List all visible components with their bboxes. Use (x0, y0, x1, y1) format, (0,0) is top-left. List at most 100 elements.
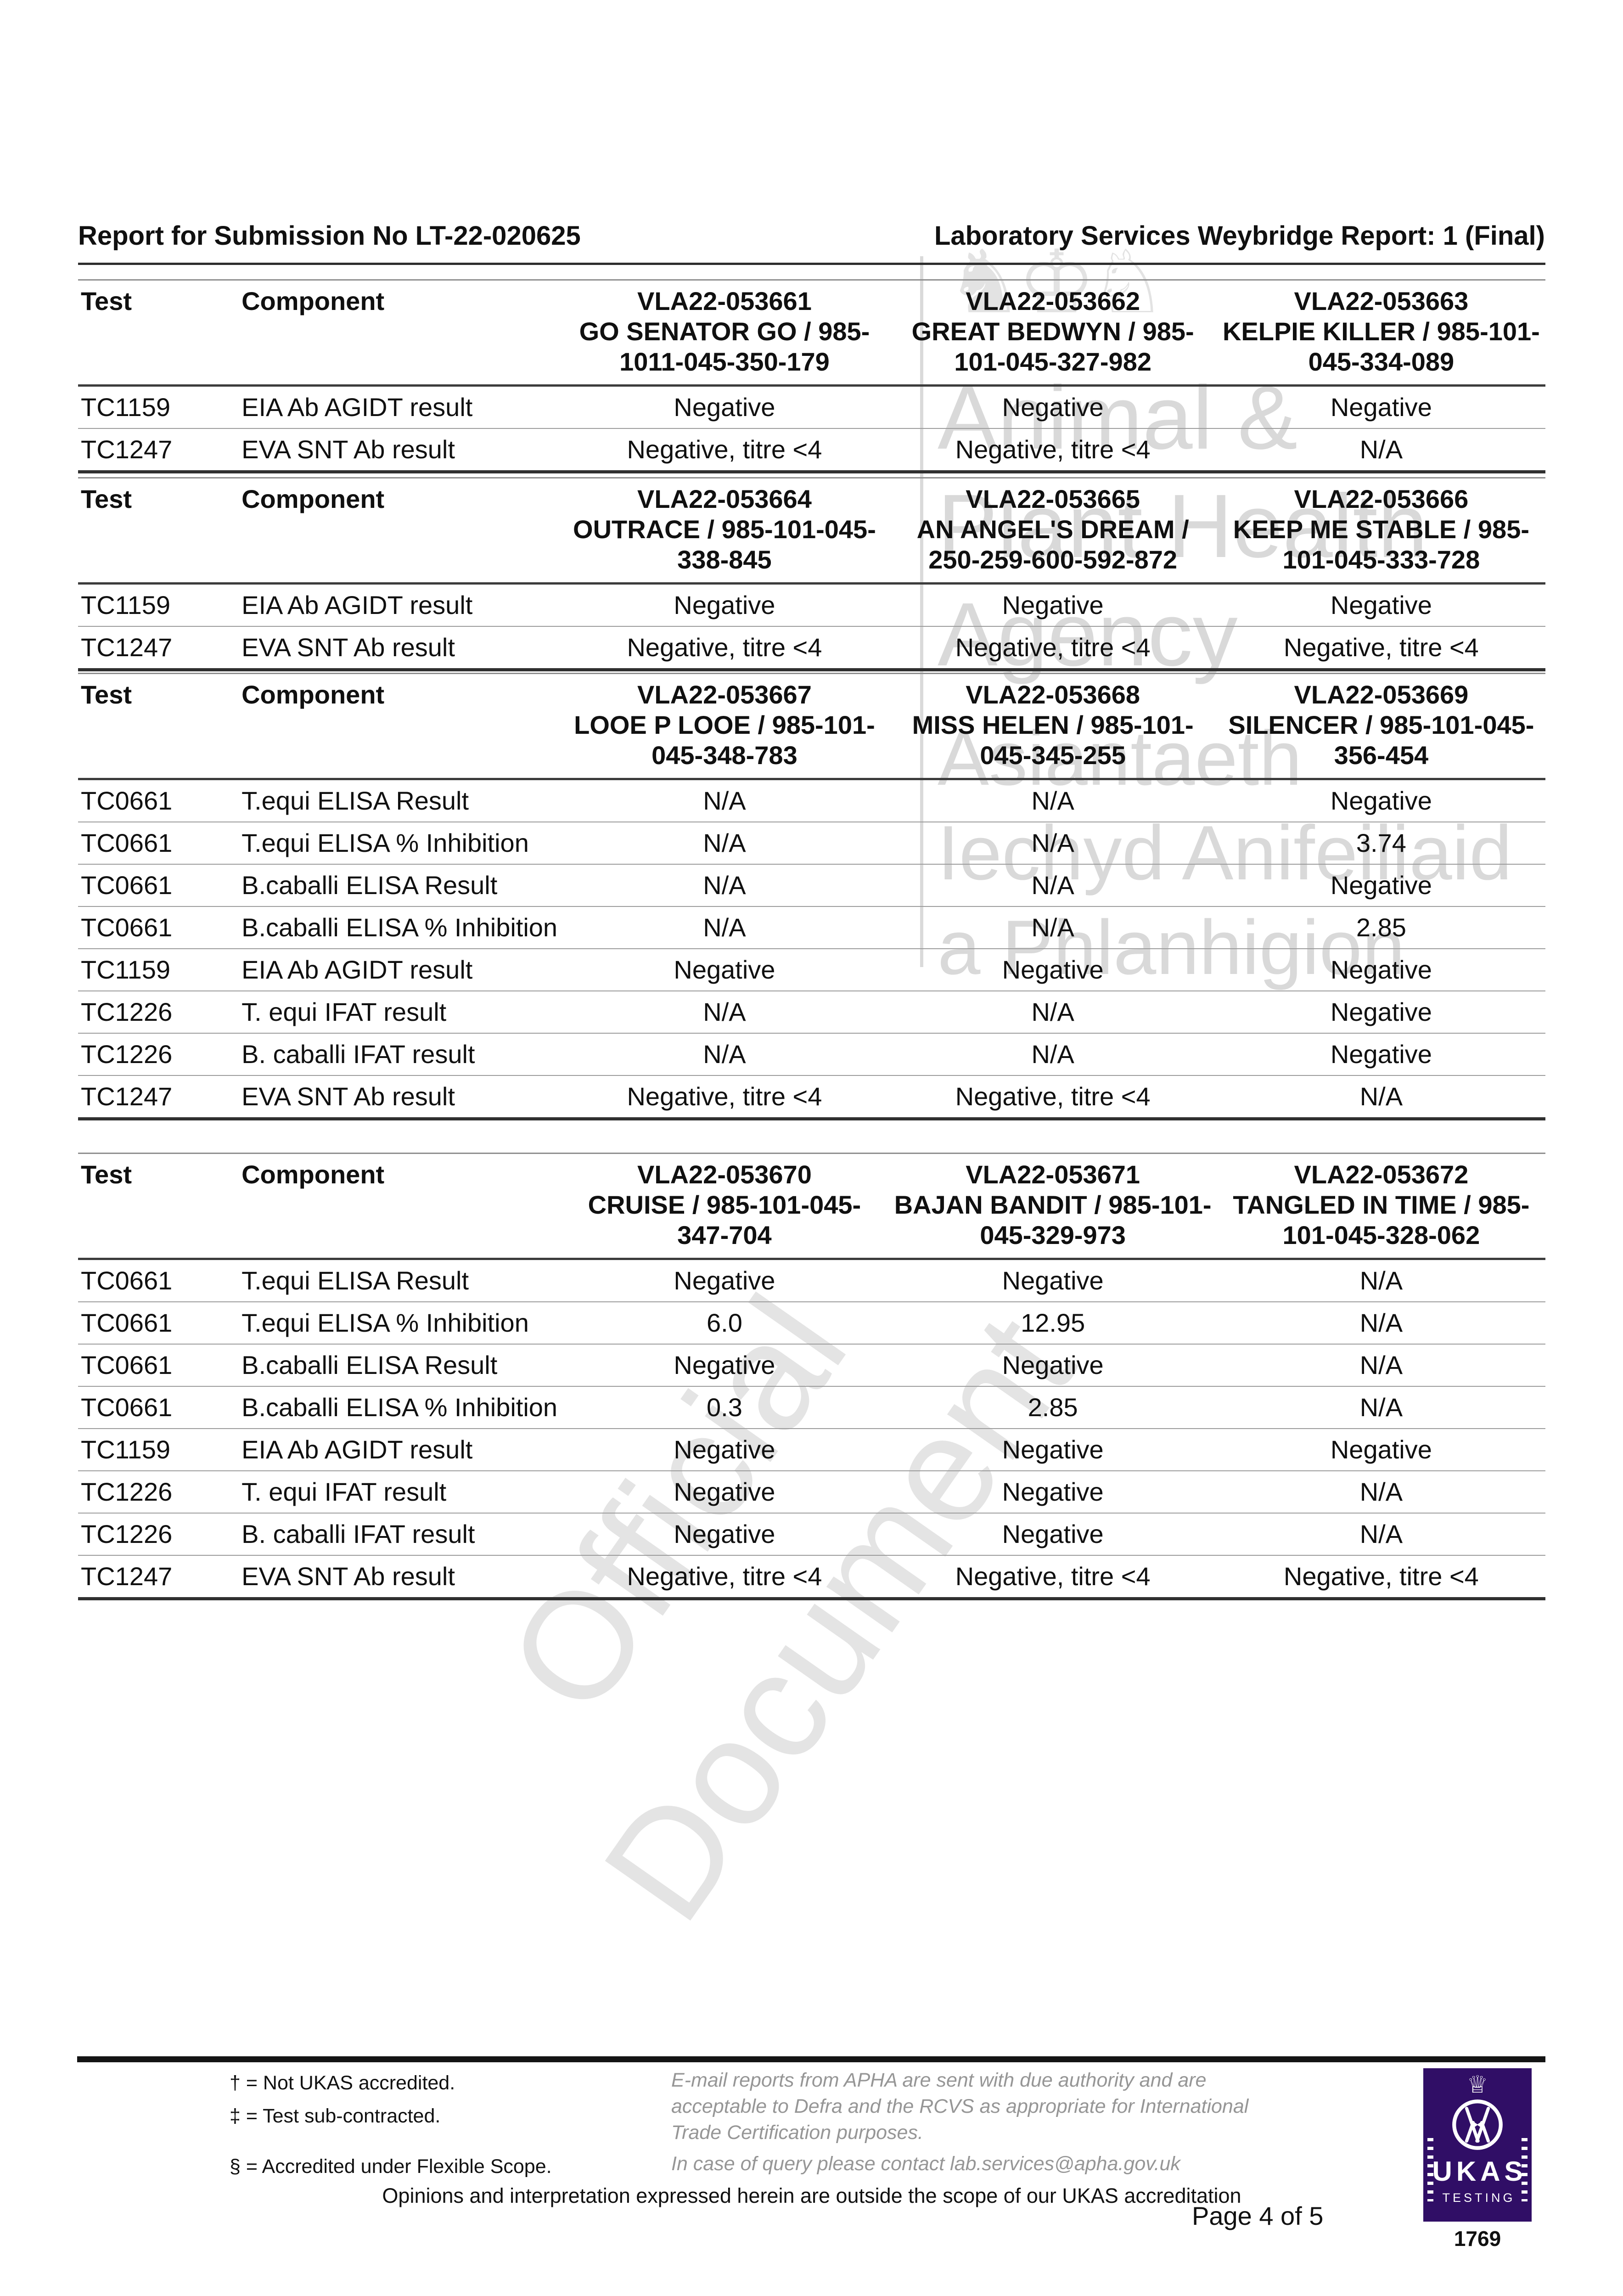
test-code: TC0661 (78, 1301, 239, 1344)
col-header-component: Component (239, 478, 561, 585)
result-value: 2.85 (888, 1386, 1217, 1429)
test-code: TC0661 (81, 786, 173, 815)
table-row: TC0661 T.equi ELISA Result Negative Negativ… (78, 1259, 1545, 1302)
result-value: Negative (560, 1513, 889, 1555)
col-header-sample: VLA22-053672 TANGLED IN TIME / 985-101-04… (1217, 1153, 1545, 1260)
ukas-testing-label: TESTING (1442, 2191, 1516, 2205)
col-header-component: Component (239, 673, 561, 780)
component: EVA SNT Ab result (239, 626, 561, 670)
footnote-flexible-scope: § = Accredited under Flexible Scope. (230, 2155, 552, 2178)
result-value: N/A (1217, 1386, 1545, 1429)
sample-id: VLA22-053670 (637, 1160, 812, 1189)
component: T. equi IFAT result (239, 990, 561, 1033)
table-row: TC1159 EIA Ab AGIDT result Negative Negativ… (78, 584, 1545, 627)
table-row: TC0661 B.caballi ELISA Result N/A N/A Negati… (78, 864, 1545, 906)
sample-id: VLA22-053663 (1294, 287, 1469, 315)
test-code: TC1159 (78, 1428, 239, 1471)
result-value: N/A (560, 864, 889, 906)
table-row: TC0661 B.caballi ELISA % Inhibition 0.3 2.8… (78, 1386, 1545, 1429)
result-value: N/A (1217, 1344, 1545, 1386)
test-code: TC1226 (78, 990, 239, 1033)
report-subtitle: Laboratory Services Weybridge Report: 1 … (934, 221, 1545, 251)
col-header-sample: VLA22-053664 OUTRACE / 985-101-045-338-84… (560, 478, 889, 585)
query-contact-note: In case of query please contact lab.serv… (671, 2153, 1180, 2175)
table-header-row: Test Component VLA22-053664 OUTRACE / 985… (78, 478, 1545, 585)
sample-name: KEEP ME STABLE / 985-101-045-333-728 (1233, 515, 1529, 574)
sample-name: MISS HELEN / 985-101-045-345-255 (912, 710, 1194, 770)
result-value: Negative (1217, 990, 1545, 1033)
test-code: TC1247 (78, 1075, 239, 1119)
crown-icon: ♕ (1466, 2071, 1488, 2098)
result-value: Negative (888, 1513, 1217, 1555)
table-row: TC0661 B.caballi ELISA Result Negative Nega… (78, 1344, 1545, 1386)
col-header-sample: VLA22-053669 SILENCER / 985-101-045-356-4… (1217, 673, 1545, 780)
result-value: Negative, titre <4 (560, 626, 889, 670)
component: B.caballi ELISA % Inhibition (239, 1386, 561, 1429)
result-value: Negative, titre <4 (560, 1075, 889, 1119)
result-value: N/A (1217, 1513, 1545, 1555)
test-code: TC1247 (78, 626, 239, 670)
result-value: Negative (1330, 786, 1432, 815)
sample-id: VLA22-053669 (1294, 680, 1469, 709)
result-value: Negative (1217, 1033, 1545, 1075)
sample-id: VLA22-053667 (637, 680, 812, 709)
result-value: 3.74 (1217, 822, 1545, 864)
result-value: N/A (560, 906, 889, 949)
table-row: TC0661 T.equi ELISA % Inhibition 6.0 12.95 N… (78, 1301, 1545, 1344)
sample-name: CRUISE / 985-101-045-347-704 (588, 1190, 861, 1249)
test-code: TC1226 (78, 1470, 239, 1513)
footer-rule (77, 2056, 1545, 2062)
result-value: Negative (1330, 393, 1432, 422)
results-table-4: Test Component VLA22-053670 CRUISE / 985-… (78, 1153, 1545, 1600)
component: B.caballi ELISA Result (239, 1344, 561, 1386)
table-row: TC1247 EVA SNT Ab result Negative, titre <… (78, 626, 1545, 670)
col-header-sample: VLA22-053665 AN ANGEL'S DREAM / 250-259-6… (888, 478, 1217, 585)
result-value: N/A (560, 1033, 889, 1075)
col-header-test: Test (78, 1153, 239, 1260)
sample-name: SILENCER / 985-101-045-356-454 (1228, 710, 1534, 770)
result-value: N/A (1217, 428, 1545, 472)
result-value: Negative, titre <4 (888, 428, 1217, 472)
component: B.caballi ELISA Result (239, 864, 561, 906)
result-value: N/A (1217, 1470, 1545, 1513)
result-value: Negative (1217, 1428, 1545, 1471)
table-row: TC1247 EVA SNT Ab result Negative, titre <… (78, 428, 1545, 472)
result-value: 6.0 (560, 1301, 889, 1344)
result-value: N/A (888, 906, 1217, 949)
sample-name: GO SENATOR GO / 985-1011-045-350-179 (579, 317, 870, 376)
sample-id: VLA22-053666 (1294, 484, 1469, 513)
component: EIA Ab AGIDT result (241, 393, 473, 422)
col-header-sample: VLA22-053670 CRUISE / 985-101-045-347-704 (560, 1153, 889, 1260)
result-value: Negative (674, 393, 775, 422)
result-value: 2.85 (1217, 906, 1545, 949)
result-value: Negative (560, 1344, 889, 1386)
test-code: TC1226 (78, 1033, 239, 1075)
sample-name: OUTRACE / 985-101-045-338-845 (573, 515, 876, 574)
sample-name: TANGLED IN TIME / 985-101-045-328-062 (1233, 1190, 1530, 1249)
result-value: N/A (560, 822, 889, 864)
col-header-component: Component (239, 280, 561, 387)
test-code: TC0661 (78, 906, 239, 949)
result-value: N/A (1217, 1075, 1545, 1119)
component: EIA Ab AGIDT result (241, 591, 473, 619)
component: EIA Ab AGIDT result (239, 948, 561, 991)
result-value: N/A (888, 822, 1217, 864)
result-value: N/A (560, 990, 889, 1033)
result-value: Negative (560, 1470, 889, 1513)
result-value: Negative, titre <4 (888, 1555, 1217, 1599)
ukas-logo: ♕ UKAS TESTING (1423, 2068, 1532, 2222)
table-row: TC1226 B. caballi IFAT result Negative Nega… (78, 1513, 1545, 1555)
result-value: N/A (1031, 786, 1074, 815)
result-value: N/A (1359, 1266, 1403, 1295)
test-code: TC1159 (81, 393, 171, 422)
ukas-tick-marks (1427, 2138, 1433, 2201)
col-header-test: Test (78, 280, 239, 387)
component: EIA Ab AGIDT result (239, 1428, 561, 1471)
table-row: TC1159 EIA Ab AGIDT result Negative Negativ… (78, 1428, 1545, 1471)
result-value: Negative, titre <4 (888, 626, 1217, 670)
col-header-sample: VLA22-053667 LOOE P LOOE / 985-101-045-34… (560, 673, 889, 780)
result-value: 12.95 (888, 1301, 1217, 1344)
sample-id: VLA22-053665 (966, 484, 1140, 513)
result-value: N/A (703, 786, 746, 815)
